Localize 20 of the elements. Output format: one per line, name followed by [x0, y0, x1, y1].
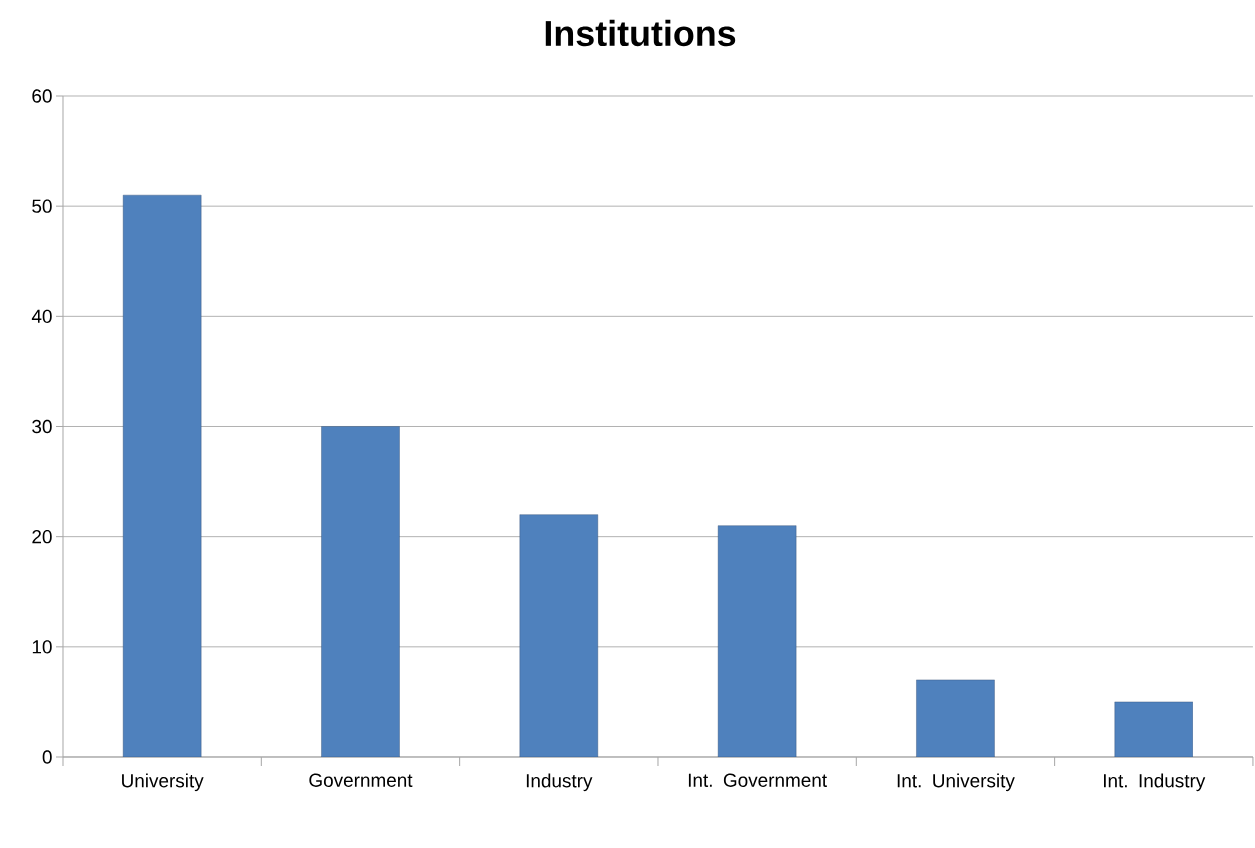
x-tick-label: Government: [309, 773, 413, 787]
bar: [321, 426, 400, 757]
y-tick-label: 10: [32, 640, 52, 654]
bar: [717, 525, 797, 757]
bar: [1114, 701, 1193, 757]
x-tick-label: Int. Industry: [1103, 773, 1206, 792]
bar: [519, 514, 599, 757]
y-tick-label: 30: [32, 419, 52, 434]
bar: [916, 679, 995, 757]
y-tick-label: 40: [31, 309, 52, 324]
x-tick-label: University: [122, 773, 204, 792]
x-tick-label: Industry: [526, 773, 593, 792]
y-tick-label: 0: [42, 750, 52, 764]
x-tick-label: Int. University: [897, 773, 1015, 792]
y-tick-label: 50: [32, 199, 52, 213]
y-tick-label: 60: [32, 89, 52, 103]
x-tick-label: Int. Government: [688, 773, 827, 787]
bar: [122, 194, 202, 757]
chart-title: Institutions: [545, 19, 736, 47]
y-tick-label: 20: [32, 529, 52, 544]
